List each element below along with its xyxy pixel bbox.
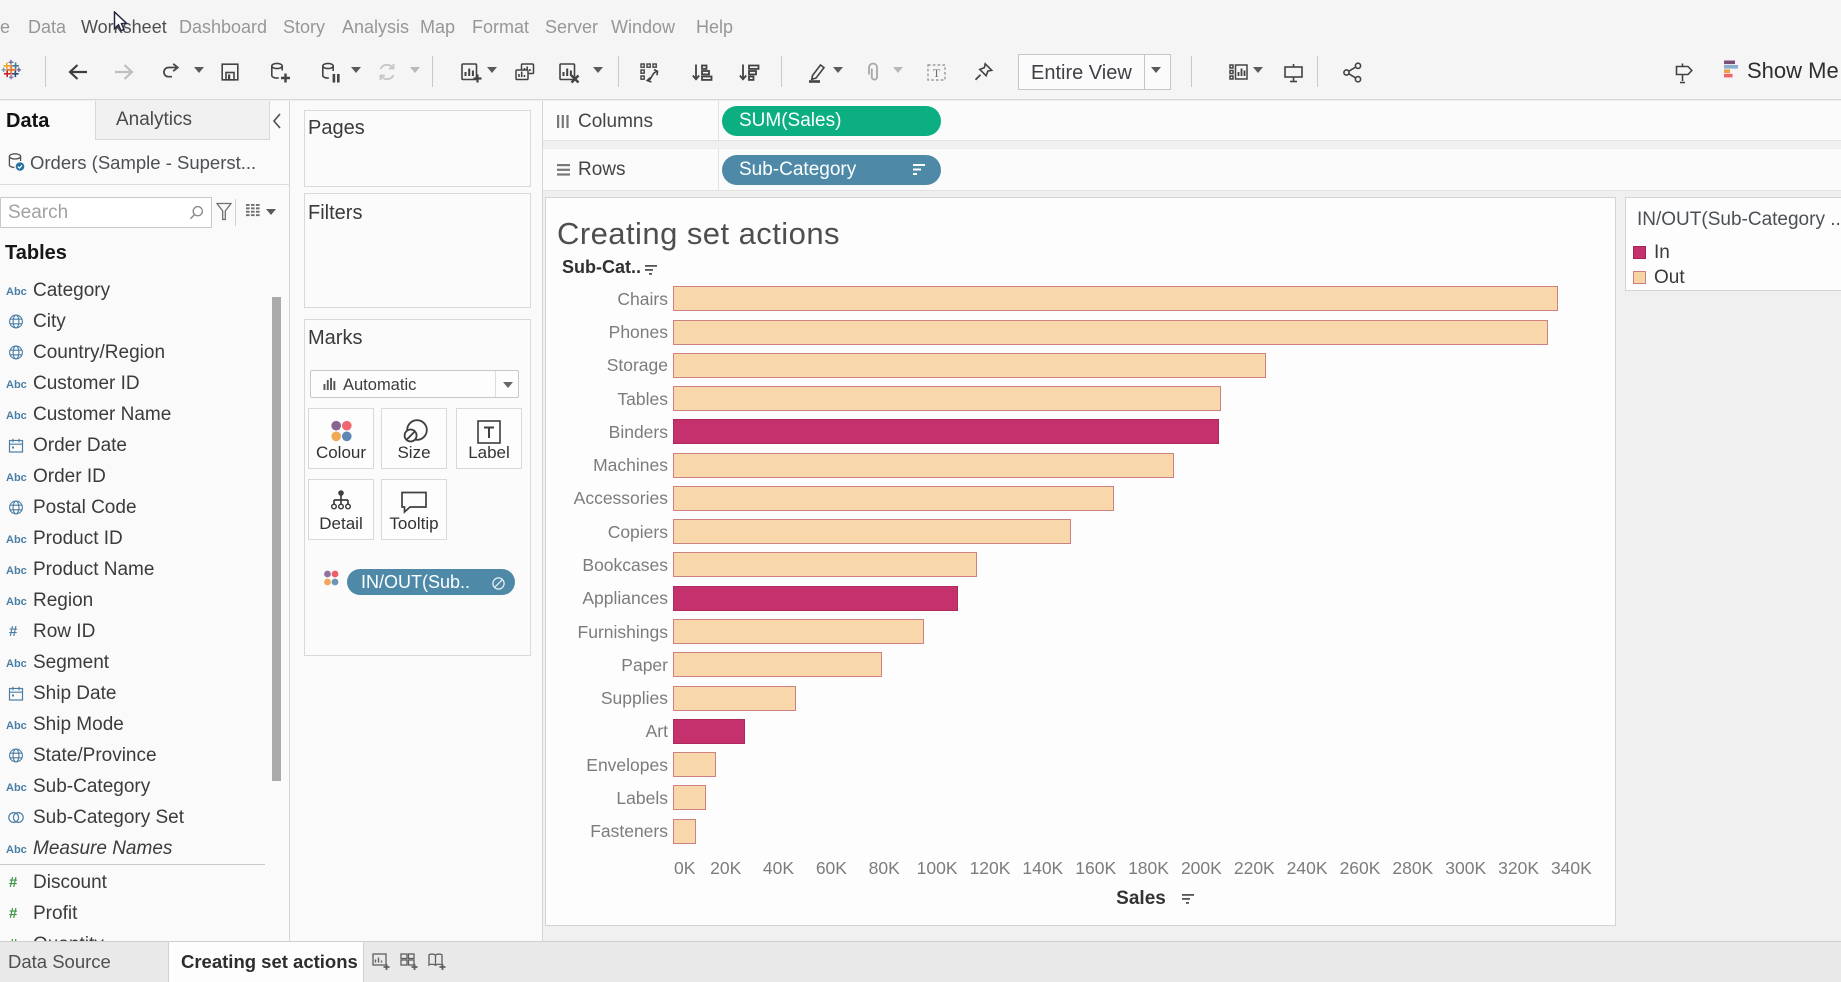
svg-text:T: T — [933, 66, 941, 80]
